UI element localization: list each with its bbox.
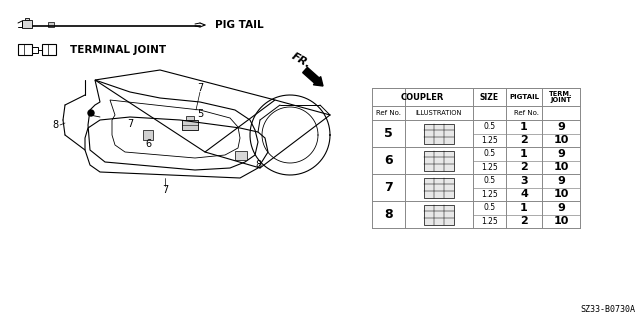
Bar (48, 22, 54, 27)
Text: 10: 10 (553, 189, 569, 199)
Text: 0.5: 0.5 (484, 203, 496, 212)
Text: 1.25: 1.25 (481, 217, 498, 226)
Text: 1.25: 1.25 (481, 190, 498, 199)
Text: 6: 6 (145, 139, 151, 149)
Bar (424, 150, 454, 171)
Text: TERMINAL JOINT: TERMINAL JOINT (70, 45, 166, 55)
Text: 1: 1 (520, 149, 528, 159)
Text: 9: 9 (557, 122, 565, 132)
Bar (22, 20, 32, 28)
Text: 2: 2 (520, 135, 528, 145)
Text: FR.: FR. (290, 52, 313, 70)
Bar (424, 178, 454, 197)
Text: COUPLER: COUPLER (401, 92, 444, 101)
Text: 1: 1 (520, 122, 528, 132)
Text: 0.5: 0.5 (484, 122, 496, 131)
Text: 8: 8 (384, 208, 393, 221)
Text: 7: 7 (197, 83, 203, 93)
Bar (235, 151, 247, 160)
Text: SIZE: SIZE (480, 92, 499, 101)
Text: 5: 5 (384, 127, 393, 140)
Text: 2: 2 (520, 162, 528, 172)
Text: 7: 7 (162, 185, 168, 195)
Text: 4: 4 (520, 189, 528, 199)
Circle shape (88, 110, 94, 116)
Text: 3: 3 (520, 176, 528, 186)
Bar (186, 116, 194, 120)
Bar (32, 47, 38, 53)
Text: ILLUSTRATION: ILLUSTRATION (416, 110, 462, 116)
Bar (182, 120, 198, 130)
Text: 2: 2 (520, 216, 528, 226)
Text: 6: 6 (384, 154, 393, 167)
Text: PIGTAIL: PIGTAIL (509, 94, 539, 100)
Text: 7: 7 (384, 181, 393, 194)
Text: 1.25: 1.25 (481, 163, 498, 172)
Text: Ref No.: Ref No. (514, 110, 539, 116)
Bar (424, 124, 454, 143)
Bar (42, 44, 56, 55)
Bar (18, 44, 32, 55)
Text: 9: 9 (557, 176, 565, 186)
Text: 10: 10 (553, 135, 569, 145)
Text: 7: 7 (127, 119, 133, 129)
Bar (424, 204, 454, 225)
Text: 9: 9 (557, 203, 565, 213)
Text: 10: 10 (553, 162, 569, 172)
Bar (25, 18, 29, 20)
Text: 1.25: 1.25 (481, 136, 498, 145)
Text: 1: 1 (520, 203, 528, 213)
Text: 0.5: 0.5 (484, 176, 496, 185)
Bar (143, 130, 153, 140)
Text: 8: 8 (52, 120, 58, 130)
Text: 5: 5 (197, 109, 203, 119)
Text: 9: 9 (557, 149, 565, 159)
Text: 0.5: 0.5 (484, 149, 496, 158)
Text: SZ33-B0730A: SZ33-B0730A (580, 305, 635, 314)
FancyArrow shape (303, 68, 323, 86)
Text: 8: 8 (255, 160, 261, 170)
Text: TERM.
JOINT: TERM. JOINT (550, 91, 573, 103)
Text: PIG TAIL: PIG TAIL (215, 20, 264, 30)
Text: Ref No.: Ref No. (376, 110, 401, 116)
Text: 10: 10 (553, 216, 569, 226)
